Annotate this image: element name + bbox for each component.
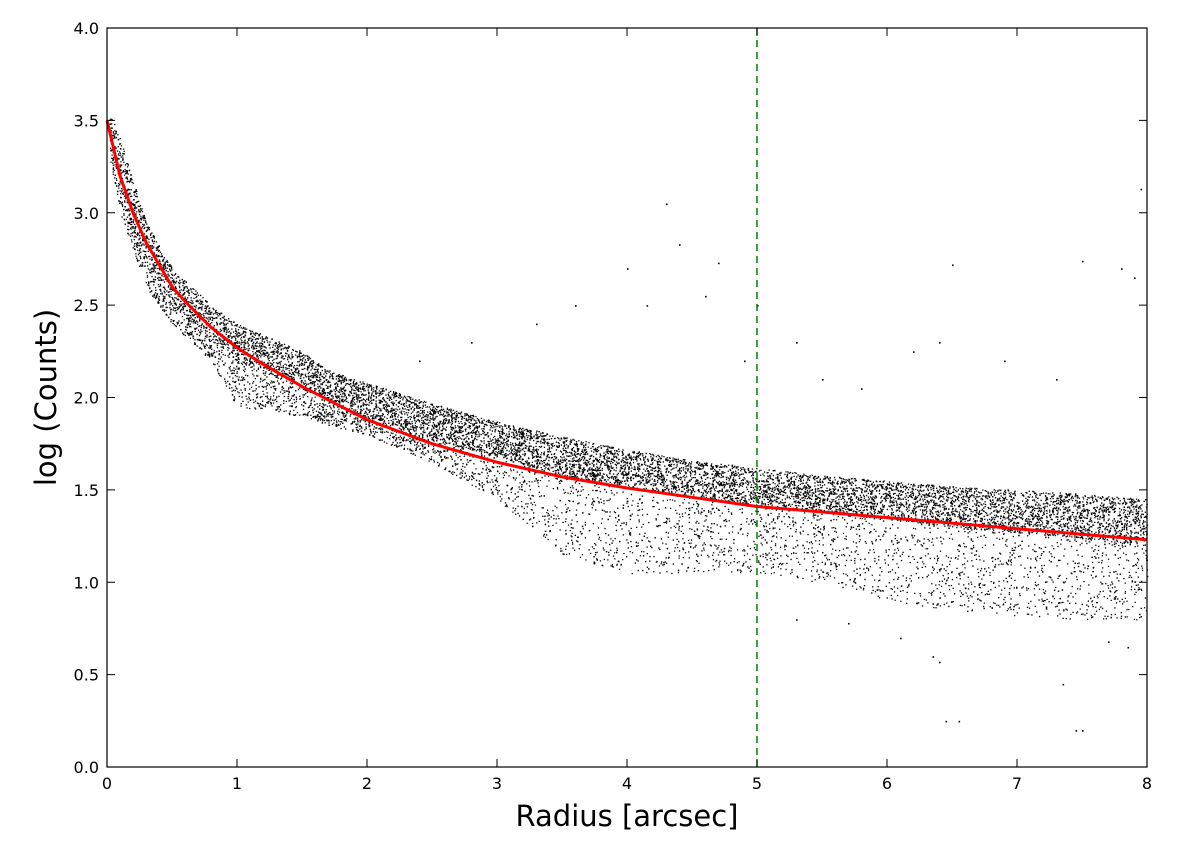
scatter-point [536,323,538,326]
x-axis: 0 1 2 3 4 5 6 7 8 [102,28,1152,793]
x-tick-label: 6 [882,774,892,793]
scatter-outliers [419,188,1143,732]
scatter-point [1134,277,1136,280]
scatter-point [958,720,961,723]
scatter-point [932,656,935,658]
y-tick-label: 2.0 [74,389,99,408]
scatter-point [1108,641,1110,643]
x-tick-label: 0 [102,774,112,793]
scatter-point [945,720,948,723]
scatter-point [1062,683,1065,686]
scatter-point [419,360,421,363]
scatter-point [1004,360,1006,363]
scatter-point [900,637,902,640]
scatter-point [1140,188,1143,191]
y-tick-label: 3.5 [74,111,99,130]
scatter-point [627,268,629,270]
y-tick-label: 2.5 [74,296,99,315]
y-tick-label: 0.5 [74,666,99,685]
scatter-point [913,351,915,353]
scatter-point [1075,730,1078,732]
x-tick-label: 5 [752,774,762,793]
y-tick-label: 4.0 [74,19,99,38]
scatter-point [1082,260,1084,263]
y-tick-label: 1.0 [74,573,99,592]
x-axis-label: Radius [arcsec] [516,799,739,833]
scatter-point [1127,646,1130,649]
x-tick-label: 1 [232,774,242,793]
scatter-point [796,342,798,344]
scatter-point [848,622,850,625]
scatter-point [952,264,954,267]
scatter-point [471,342,473,344]
scatter-point [1082,730,1084,732]
y-tick-label: 3.0 [74,204,99,223]
scatter-point [1056,379,1058,381]
scatter-point [646,305,649,307]
scatter-point [757,305,759,307]
y-axis-label: log (Counts) [29,309,63,486]
fit-line [105,120,1148,542]
scatter-point [575,305,577,307]
scatter-point [939,342,941,344]
x-tick-label: 2 [362,774,372,793]
x-tick-label: 8 [1142,774,1152,793]
scatter-point [1121,268,1123,270]
y-tick-label: 0.0 [74,758,99,777]
x-tick-label: 4 [622,774,632,793]
scatter-point [861,388,863,390]
scatter-point [718,262,720,265]
scatter-point [679,244,681,246]
x-tick-label: 7 [1012,774,1022,793]
scatter-point [705,295,707,298]
scatter-point [939,661,941,664]
y-axis: 0.0 0.5 1.0 1.5 2.0 2.5 3.0 3.5 4.0 [74,19,1147,777]
scatter-point [822,379,824,381]
scatter-point [666,203,668,206]
scatter-point [796,619,798,621]
y-tick-label: 1.5 [74,481,99,500]
scatter-point [744,360,746,363]
x-tick-label: 3 [492,774,502,793]
